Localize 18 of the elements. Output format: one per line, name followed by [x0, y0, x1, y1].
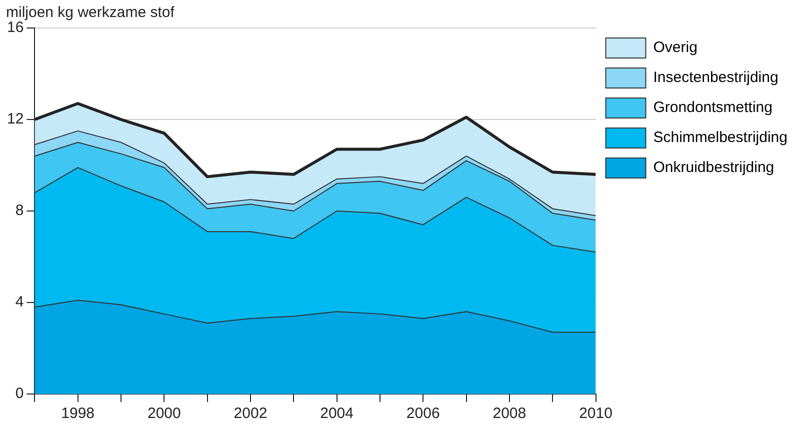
y-axis-title: miljoen kg werkzame stof: [6, 4, 174, 21]
legend-label: Schimmelbestrijding: [653, 129, 788, 146]
x-tick-label: 2008: [492, 405, 526, 422]
x-tick-label: 2002: [234, 405, 268, 422]
x-tick-label: 2004: [320, 405, 354, 422]
x-tick-label: 2010: [579, 405, 612, 422]
y-tick-label: 12: [6, 110, 24, 128]
y-tick-label: 0: [15, 385, 24, 402]
x-tick-label: 1998: [61, 405, 95, 422]
legend-label: Overig: [653, 39, 698, 56]
legend-label: Onkruidbestrijding: [653, 159, 774, 176]
x-tick-label: 2006: [406, 405, 440, 422]
legend-label: Insectenbestrijding: [653, 69, 778, 86]
y-tick-label: 8: [15, 202, 24, 220]
y-tick-label: 4: [15, 294, 24, 311]
legend-label: Grondontsmetting: [653, 99, 772, 116]
x-tick-label: 2000: [147, 405, 181, 422]
y-tick-label: 16: [6, 19, 24, 36]
